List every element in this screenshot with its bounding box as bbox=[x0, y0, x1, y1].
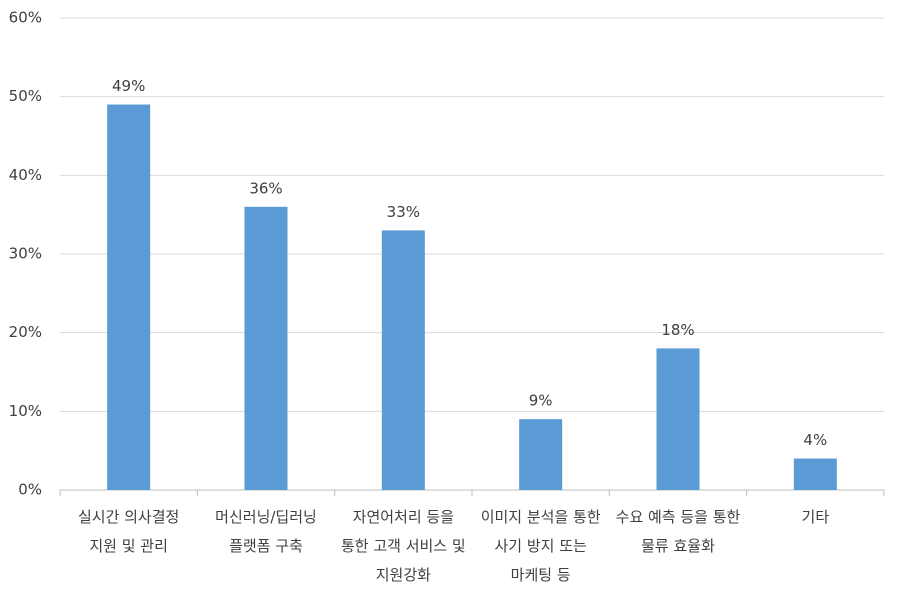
y-tick-label: 10% bbox=[9, 402, 42, 420]
y-tick-label: 40% bbox=[9, 166, 42, 184]
bar bbox=[793, 458, 837, 490]
data-label: 9% bbox=[529, 392, 553, 410]
data-label: 33% bbox=[387, 203, 420, 221]
bar bbox=[381, 230, 425, 490]
x-tick-label: 실시간 의사결정 지원 및 관리 bbox=[77, 508, 180, 555]
data-label: 49% bbox=[112, 77, 145, 95]
x-tick-label: 머신러닝/딥러닝 플랫폼 구축 bbox=[215, 508, 317, 555]
data-label: 36% bbox=[249, 179, 282, 197]
y-tick-label: 60% bbox=[9, 9, 42, 27]
y-tick-label: 30% bbox=[9, 245, 42, 263]
bar bbox=[244, 206, 288, 491]
x-tick-label: 자연어처리 등을 통한 고객 서비스 및 지원강화 bbox=[340, 508, 466, 584]
data-label: 4% bbox=[803, 431, 827, 449]
y-tick-label: 0% bbox=[18, 481, 42, 499]
y-tick-label: 50% bbox=[9, 87, 42, 105]
data-label: 18% bbox=[661, 321, 694, 339]
x-tick-label: 기타 bbox=[801, 508, 830, 526]
bar bbox=[107, 104, 151, 491]
bar bbox=[519, 419, 563, 490]
y-tick-label: 20% bbox=[9, 323, 42, 341]
x-tick-label: 이미지 분석을 통한 사기 방지 또는 마케팅 등 bbox=[480, 508, 601, 584]
bar bbox=[656, 348, 700, 490]
x-tick-label: 수요 예측 등을 통한 물류 효율화 bbox=[615, 508, 741, 555]
